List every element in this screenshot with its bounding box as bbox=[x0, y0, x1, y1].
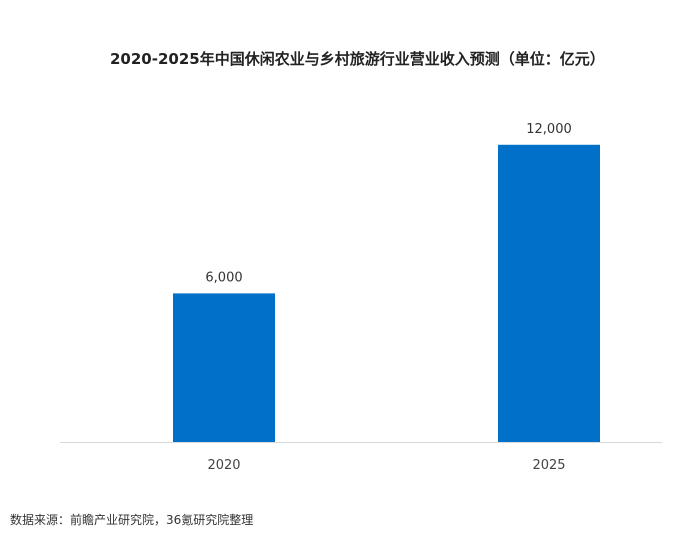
bar-2025 bbox=[498, 144, 600, 442]
x-tick-label-2020: 2020 bbox=[207, 458, 240, 473]
chart-title: 2020-2025年中国休闲农业与乡村旅游行业营业收入预测（单位：亿元） bbox=[110, 50, 605, 68]
data-label-2025: 12,000 bbox=[526, 122, 572, 137]
data-label-2020: 6,000 bbox=[205, 270, 242, 285]
source-note: 数据来源：前瞻产业研究院，36氪研究院整理 bbox=[10, 513, 254, 527]
bar-2020 bbox=[173, 293, 275, 442]
x-tick-label-2025: 2025 bbox=[532, 458, 565, 473]
